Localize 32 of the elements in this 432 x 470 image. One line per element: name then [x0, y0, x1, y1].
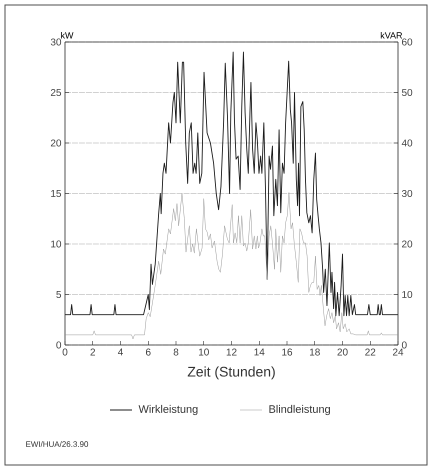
x-tick-label: 8 [174, 348, 178, 356]
y2-axis-title: kVAR [380, 32, 402, 38]
legend-label: Wirkleistung [138, 404, 198, 416]
y-tick-label: 15 [51, 190, 62, 197]
x-tick-label: 22 [365, 348, 376, 356]
y-tick-label: 20 [50, 139, 62, 147]
y2-tick-label: 20 [402, 240, 412, 248]
y2-tick-label: 50 [402, 88, 412, 96]
x-tick-label: 6 [146, 348, 151, 356]
x-tick-label: 20 [337, 348, 348, 356]
x-tick-label: 2 [90, 348, 96, 356]
x-tick-label: 4 [118, 348, 123, 356]
y2-tick-label: 10 [402, 290, 412, 298]
y-tick-label: 0 [56, 341, 62, 349]
x-tick-label: 14 [254, 348, 264, 356]
x-tick-label: 0 [62, 348, 68, 356]
x-tick-label: 16 [282, 348, 292, 356]
y-tick-label: 25 [50, 88, 62, 96]
y2-tick-label: 0 [402, 341, 407, 349]
y-tick-label: 5 [56, 291, 62, 298]
y-tick-label: 30 [50, 38, 62, 46]
x-tick-label: 18 [310, 348, 320, 356]
legend-label: Blindleistung [269, 404, 330, 416]
y-axis-title: kW [61, 32, 74, 38]
x-tick-label: 24 [392, 348, 404, 356]
y-tick-label: 10 [51, 240, 62, 248]
y2-tick-label: 30 [402, 190, 412, 198]
x-tick-label: 10 [198, 348, 209, 356]
x-axis-title: Zeit (Stunden) [188, 366, 275, 380]
x-tick-label: 12 [226, 348, 237, 356]
y2-tick-label: 60 [402, 38, 412, 46]
y2-tick-label: 40 [402, 139, 412, 147]
